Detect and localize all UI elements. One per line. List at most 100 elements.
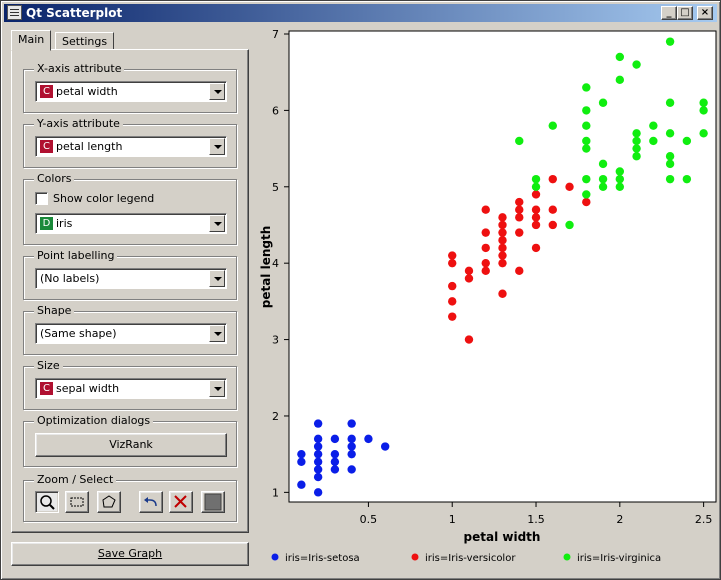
data-point (515, 197, 524, 207)
data-point (548, 220, 557, 230)
data-point (582, 83, 591, 92)
point-labelling-group: Point labelling (No labels) (23, 249, 237, 300)
close-button[interactable]: × (697, 6, 713, 20)
legend-marker (411, 553, 419, 561)
chevron-down-icon[interactable] (209, 83, 225, 100)
data-point (448, 258, 457, 268)
data-point (515, 205, 524, 214)
chevron-down-icon[interactable] (209, 138, 225, 155)
data-point (464, 274, 474, 283)
x-axis-value: petal width (56, 85, 118, 98)
data-point (464, 335, 474, 344)
zoom-tool-button[interactable] (35, 491, 59, 513)
data-point (582, 174, 591, 184)
point-labelling-group-title: Point labelling (34, 249, 118, 262)
data-point (665, 37, 675, 46)
data-point (649, 136, 658, 146)
save-graph-button-label: Save Graph (97, 547, 163, 560)
data-point (632, 144, 641, 153)
data-point (531, 205, 541, 214)
size-group: Size C sepal width (23, 359, 237, 410)
data-point (598, 174, 608, 184)
magnifier-icon (40, 495, 55, 510)
x-axis-select[interactable]: C petal width (35, 81, 227, 102)
x-tick-label: 1.5 (527, 513, 545, 526)
save-graph-button[interactable]: Save Graph (11, 542, 249, 566)
title-bar[interactable]: Qt Scatterplot _ □ × (4, 4, 717, 22)
y-tick-label: 2 (272, 410, 279, 423)
data-point (615, 174, 625, 184)
data-point (313, 419, 323, 428)
data-point (313, 488, 323, 497)
data-point (498, 228, 507, 237)
tab-main[interactable]: Main (11, 30, 52, 51)
polygon-select-button[interactable] (97, 491, 121, 513)
close-icon: × (700, 7, 710, 18)
y-tick-label: 4 (272, 257, 279, 270)
show-color-legend-label[interactable]: Show color legend (53, 192, 155, 205)
data-point (632, 152, 641, 161)
data-point (347, 465, 356, 474)
continuous-badge-icon: C (40, 85, 53, 98)
legend-label: iris=Iris-virginica (577, 553, 661, 564)
chevron-down-icon[interactable] (209, 380, 225, 397)
data-point (297, 457, 306, 467)
vizrank-button[interactable]: VizRank (35, 433, 227, 457)
data-point (347, 442, 356, 451)
data-point (380, 442, 390, 451)
remove-selection-button[interactable] (169, 491, 193, 513)
data-point (515, 136, 524, 146)
continuous-badge-icon: C (40, 382, 53, 395)
data-point (632, 60, 641, 69)
data-point (481, 205, 490, 214)
x-axis-label: petal width (464, 530, 541, 544)
scatter-chart[interactable]: 0.5 1 1.5 2 2.5 1 2 3 4 5 6 7 petal width petal len… (253, 25, 718, 577)
data-point (699, 106, 708, 115)
tab-main-label: Main (18, 33, 45, 46)
shape-value: (Same shape) (40, 327, 117, 340)
data-point (699, 129, 708, 138)
x-axis-group: X-axis attribute C petal width (23, 62, 237, 113)
data-point (330, 434, 340, 444)
data-point (665, 98, 675, 107)
data-point (665, 159, 675, 169)
data-point (531, 190, 541, 199)
undo-button[interactable] (139, 491, 163, 513)
legend-marker (271, 553, 279, 561)
data-point (582, 144, 591, 153)
maximize-button[interactable]: □ (677, 6, 693, 20)
rectangle-select-button[interactable] (65, 491, 89, 513)
data-point (565, 182, 574, 191)
data-point (481, 266, 490, 276)
tab-settings[interactable]: Settings (55, 32, 115, 50)
point-labelling-select[interactable]: (No labels) (35, 268, 227, 289)
chevron-down-icon[interactable] (209, 270, 225, 287)
chevron-down-icon[interactable] (209, 325, 225, 342)
data-point (313, 449, 323, 459)
data-point (313, 472, 323, 482)
color-attribute-select[interactable]: D iris (35, 213, 227, 234)
size-select[interactable]: C sepal width (35, 378, 227, 399)
optimization-group-title: Optimization dialogs (34, 414, 154, 427)
minimize-button[interactable]: _ (661, 6, 677, 20)
main-tab-panel (11, 49, 249, 533)
y-axis-select[interactable]: C petal length (35, 136, 227, 157)
shape-select[interactable]: (Same shape) (35, 323, 227, 344)
show-color-legend-checkbox[interactable] (35, 192, 48, 205)
data-point (598, 98, 608, 107)
data-point (548, 205, 557, 214)
tab-settings-label: Settings (62, 35, 108, 48)
data-point (498, 236, 507, 245)
rectangle-select-icon (70, 497, 84, 507)
data-point (313, 457, 323, 467)
data-point (615, 167, 625, 176)
x-tick-label: 2 (616, 513, 623, 526)
app-icon[interactable] (7, 5, 22, 20)
data-point (531, 213, 541, 222)
x-tick-label: 1 (449, 513, 456, 526)
data-point (481, 258, 490, 268)
chevron-down-icon[interactable] (209, 215, 225, 232)
send-selection-button[interactable] (201, 491, 225, 513)
y-axis-label: petal length (259, 226, 273, 309)
